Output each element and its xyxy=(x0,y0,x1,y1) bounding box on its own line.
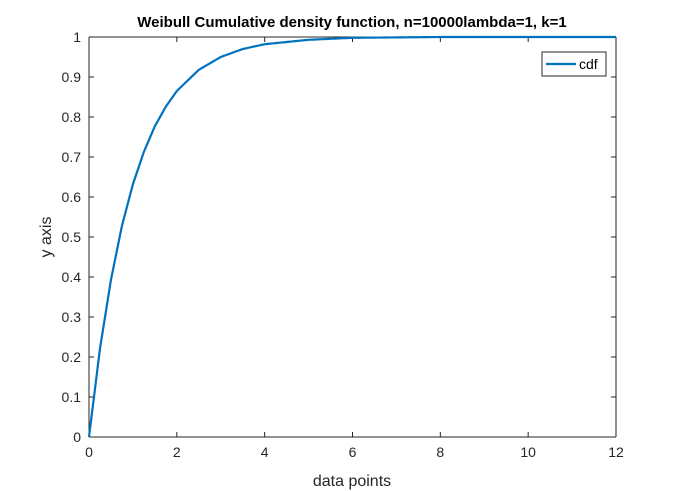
series-line-cdf xyxy=(87,35,616,438)
y-tick-label: 0.5 xyxy=(62,229,82,245)
x-tick-label: 6 xyxy=(349,444,357,460)
x-tick-label: 8 xyxy=(436,444,444,460)
y-tick-label: 1 xyxy=(73,29,81,45)
x-tick-label: 0 xyxy=(85,444,93,460)
x-tick-label: 10 xyxy=(520,444,536,460)
y-tick-label: 0 xyxy=(73,429,81,445)
y-tick-label: 0.8 xyxy=(62,109,82,125)
y-tick-label: 0.9 xyxy=(62,69,82,85)
x-tick-label: 2 xyxy=(173,444,181,460)
chart-title: Weibull Cumulative density function, n=1… xyxy=(137,14,566,31)
y-tick-label: 0.1 xyxy=(62,389,82,405)
y-tick-label: 0.7 xyxy=(62,149,82,165)
y-axis-label: y axis xyxy=(38,217,55,258)
y-tick-label: 0.6 xyxy=(62,189,82,205)
legend-box xyxy=(541,51,607,77)
legend-label-cdf: cdf xyxy=(579,56,598,72)
y-tick-label: 0.2 xyxy=(62,349,82,365)
x-axis-label: data points xyxy=(313,473,391,490)
plot-area: 0 2 4 6 8 10 12 0 0.1 0.2 0.3 0.4 0.5 0.6 0.7 0.8 0.9 1 cd… xyxy=(62,29,624,460)
x-tick-label: 4 xyxy=(261,444,269,460)
x-tick-label: 12 xyxy=(608,444,624,460)
plot-background xyxy=(89,37,616,437)
y-tick-label: 0.4 xyxy=(62,269,82,285)
y-tick-label: 0.3 xyxy=(62,309,82,325)
